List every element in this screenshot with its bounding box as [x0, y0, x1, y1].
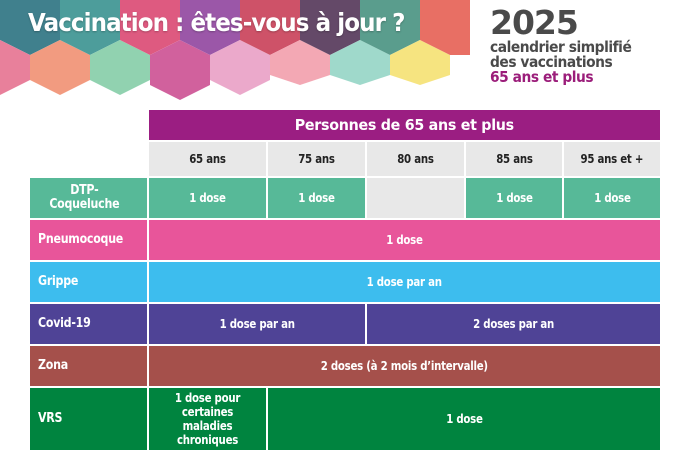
group-header: Personnes de 65 ans et plus — [149, 110, 660, 140]
dtp-cell-85: 1 dose — [466, 178, 562, 218]
covid-cell-80-plus: 2 doses par an — [367, 304, 660, 344]
covid-cell-65-75: 1 dose par an — [149, 304, 365, 344]
pneumocoque-cell: 1 dose — [149, 220, 660, 260]
row-label-pneumocoque: Pneumocoque — [30, 220, 147, 260]
page-title: Vaccination : êtes-vous à jour ? — [28, 8, 405, 37]
dtp-cell-80-empty — [367, 178, 464, 218]
subtitle-line-3: 65 ans et plus — [490, 68, 594, 86]
age-column-65: 65 ans — [149, 142, 266, 176]
age-column-75: 75 ans — [268, 142, 365, 176]
age-column-85: 85 ans — [466, 142, 562, 176]
dtp-cell-75: 1 dose — [268, 178, 365, 218]
hexagon-pattern-icon — [0, 0, 470, 100]
vrs-cell-75-plus: 1 dose — [268, 388, 660, 450]
row-label-vrs: VRS — [30, 388, 147, 450]
year-label: 2025 — [490, 3, 579, 42]
calendar-title-block: 2025 calendrier simplifié des vaccinatio… — [490, 6, 644, 85]
subtitle-line-1: calendrier simplifié — [490, 38, 632, 56]
row-label-covid-19: Covid-19 — [30, 304, 147, 344]
row-label-dtp-coqueluche: DTP-Coqueluche — [30, 178, 147, 218]
vrs-cell-65: 1 dose pour certaines maladies chronique… — [149, 388, 266, 450]
hexagon-banner: Vaccination : êtes-vous à jour ? — [0, 0, 470, 100]
dtp-cell-95: 1 dose — [564, 178, 660, 218]
subtitle-line-2: des vaccinations — [490, 53, 613, 71]
grippe-cell: 1 dose par an — [149, 262, 660, 302]
row-label-zona: Zona — [30, 346, 147, 386]
age-column-95-plus: 95 ans et + — [564, 142, 660, 176]
age-column-80: 80 ans — [367, 142, 464, 176]
dtp-cell-65: 1 dose — [149, 178, 266, 218]
row-label-grippe: Grippe — [30, 262, 147, 302]
zona-cell: 2 doses (à 2 mois d’intervalle) — [149, 346, 660, 386]
